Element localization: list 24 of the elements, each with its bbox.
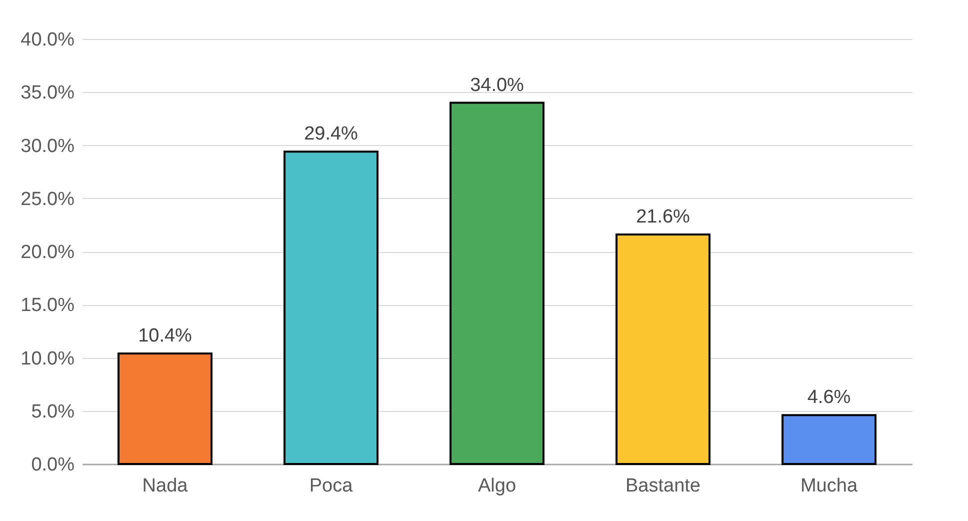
bar	[782, 414, 876, 465]
bar	[616, 234, 710, 465]
y-tick-label: 30.0%	[20, 136, 75, 157]
data-label: 34.0%	[470, 74, 524, 96]
bar	[118, 352, 212, 465]
data-label: 21.6%	[636, 206, 690, 228]
x-tick-label: Nada	[142, 476, 188, 496]
y-tick-label: 20.0%	[20, 242, 75, 263]
x-tick-label: Bastante	[626, 476, 700, 496]
bar	[284, 150, 378, 465]
y-tick-label: 35.0%	[20, 82, 75, 104]
y-tick-label: 15.0%	[20, 295, 75, 316]
x-tick-label: Mucha	[800, 476, 858, 496]
bar	[450, 102, 544, 465]
data-label: 29.4%	[304, 124, 358, 145]
data-label: 4.6%	[807, 387, 851, 408]
y-tick-label: 40.0%	[20, 30, 75, 50]
x-tick-label: Poca	[309, 476, 354, 496]
y-tick-label: 25.0%	[20, 188, 75, 210]
data-label: 10.4%	[138, 326, 192, 346]
y-tick-label: 5.0%	[31, 401, 75, 422]
y-tick-label: 10.0%	[20, 348, 75, 370]
x-tick-label: Algo	[478, 476, 516, 496]
y-tick-label: 0.0%	[31, 454, 75, 476]
